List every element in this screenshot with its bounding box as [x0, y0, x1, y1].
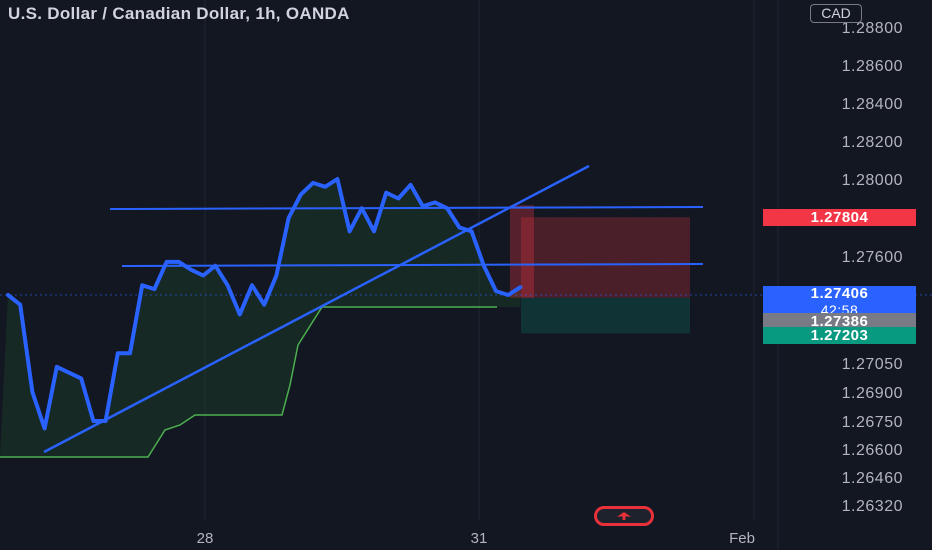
y-tick-label: 1.26320	[842, 498, 903, 515]
y-tick-label: 1.27600	[842, 249, 903, 266]
axis-layer: 1.28800 1.28600 1.28400 1.28200 1.28000 1.276…	[197, 20, 903, 547]
y-tick-label: 1.26900	[842, 385, 903, 402]
y-tick-label: 1.26750	[842, 414, 903, 431]
canada-flag-icon[interactable]	[594, 506, 654, 526]
chart-title: U.S. Dollar / Canadian Dollar, 1h, OANDA	[8, 4, 350, 23]
grid-layer	[204, 0, 779, 550]
stop-price-label: 1.27203	[763, 327, 916, 344]
y-tick-label: 1.28000	[842, 172, 903, 189]
baseline-area	[0, 179, 521, 457]
currency-selector[interactable]: CAD	[810, 4, 862, 23]
entry-price-label: 1.27386	[763, 313, 916, 330]
x-tick-label: Feb	[729, 530, 755, 547]
baseline-step-line	[0, 306, 497, 458]
position-zone-layer	[510, 205, 690, 334]
y-tick-label: 1.28200	[842, 134, 903, 151]
price-line-layer	[6, 177, 523, 431]
y-tick-label: 1.26460	[842, 470, 903, 487]
y-tick-label: 1.26600	[842, 442, 903, 459]
target-price-label: 1.27804	[763, 209, 916, 226]
y-tick-label: 1.28800	[842, 20, 903, 37]
reward-zone	[521, 297, 690, 334]
resistance-level-line	[109, 206, 704, 210]
y-tick-label: 1.28600	[842, 58, 903, 75]
trendline	[43, 164, 590, 454]
price-line	[6, 177, 523, 431]
risk-zone	[521, 217, 690, 298]
x-tick-label: 28	[197, 530, 214, 547]
x-tick-label: 31	[471, 530, 488, 547]
support-level-line	[121, 263, 704, 267]
y-tick-label: 1.27050	[842, 356, 903, 373]
risk-zone-shadow	[510, 205, 534, 298]
current-price-value: 1.27406	[810, 285, 869, 302]
y-tick-label: 1.28400	[842, 96, 903, 113]
baseline-area-layer	[0, 179, 521, 458]
